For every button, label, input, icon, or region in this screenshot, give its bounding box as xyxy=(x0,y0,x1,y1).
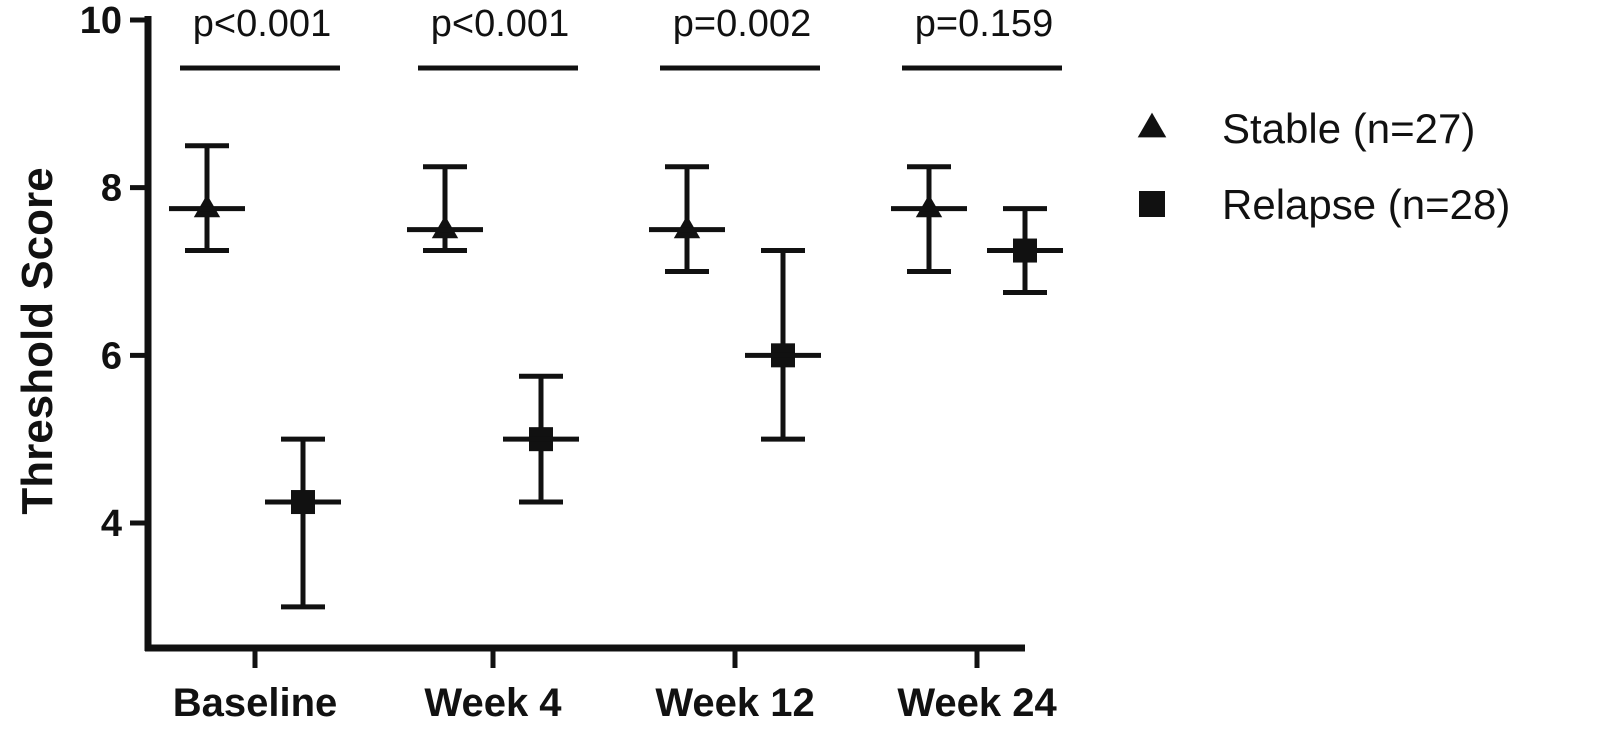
y-tick-label: 6 xyxy=(101,335,122,377)
x-tick-label: Baseline xyxy=(173,681,338,725)
stable-point-group xyxy=(169,143,245,254)
y-tick-label: 8 xyxy=(101,168,122,210)
triangle-marker xyxy=(431,215,459,239)
legend-label: Stable (n=27) xyxy=(1222,105,1475,152)
axes: 4 6 8 10 Threshold Score Baseline Week 4 Week 1… xyxy=(13,0,1057,725)
x-tick-label: Week 24 xyxy=(897,681,1057,725)
y-axis-label: Threshold Score xyxy=(13,167,62,514)
y-tick-label: 10 xyxy=(80,0,122,42)
relapse-point-group xyxy=(987,206,1063,295)
p-value-label: p=0.159 xyxy=(915,3,1053,45)
x-tick-label: Week 12 xyxy=(655,681,814,725)
p-value-label: p<0.001 xyxy=(193,3,331,45)
stable-point-group xyxy=(891,164,967,274)
x-tick-label: Week 4 xyxy=(424,681,562,725)
p-value-label: p=0.002 xyxy=(673,3,811,45)
relapse-point-group xyxy=(265,436,341,610)
triangle-marker xyxy=(915,194,943,218)
triangle-marker xyxy=(673,215,701,239)
legend-item: Stable (n=27) xyxy=(1137,105,1475,152)
y-tick-label: 4 xyxy=(101,503,122,545)
stable-point-group xyxy=(649,164,725,274)
p-value-label: p<0.001 xyxy=(431,3,569,45)
legend: Stable (n=27) Relapse (n=28) xyxy=(1137,105,1510,228)
stable-point-group xyxy=(407,164,483,254)
relapse-point-group xyxy=(503,373,579,505)
legend-item: Relapse (n=28) xyxy=(1139,181,1510,228)
triangle-marker xyxy=(193,194,221,218)
relapse-point-group xyxy=(745,248,821,442)
legend-label: Relapse (n=28) xyxy=(1222,181,1510,228)
legend-square-icon xyxy=(1139,191,1165,217)
chart-marks: p<0.001 p<0.001 p=0.002 p=0.159 xyxy=(169,3,1063,610)
legend-triangle-icon xyxy=(1137,112,1167,138)
